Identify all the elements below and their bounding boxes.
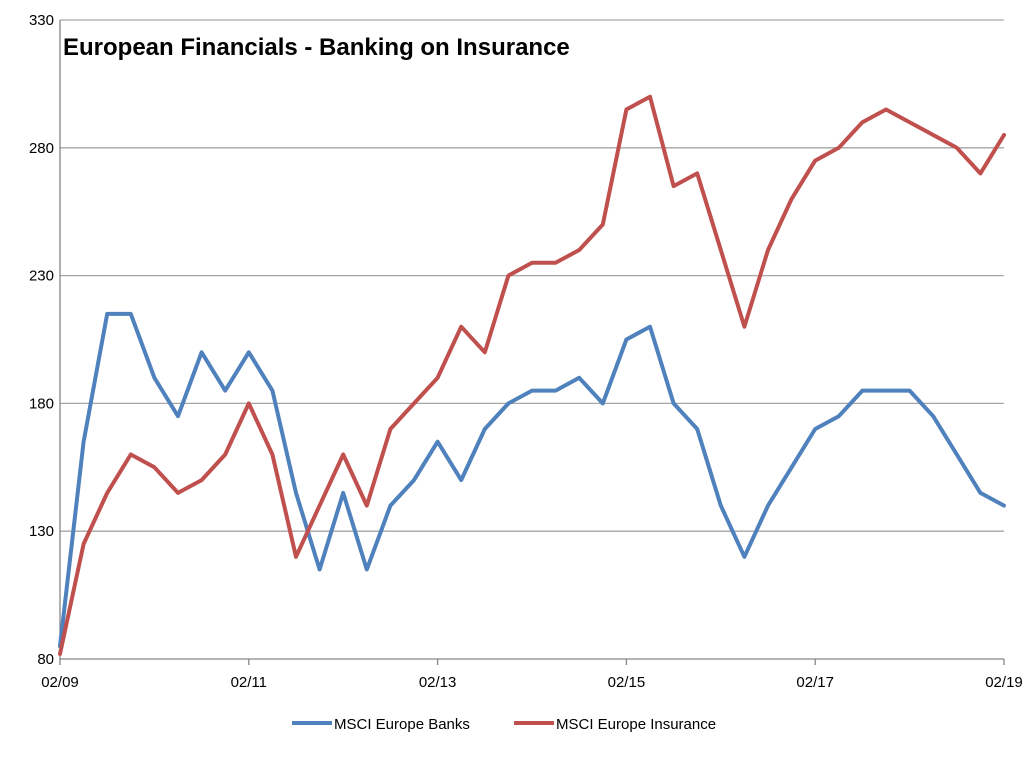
tick-labels: 80 130 180 230 280 330 02/09 02/11 02/13 02/15 02/… xyxy=(29,12,1023,691)
series-lines xyxy=(58,94,1006,656)
legend: MSCI Europe Banks MSCI Europe Insurance xyxy=(292,716,716,733)
y-tick-label: 180 xyxy=(29,395,54,412)
x-tick-label: 02/13 xyxy=(419,674,457,691)
y-tick-label: 230 xyxy=(29,268,54,285)
x-tick-label: 02/11 xyxy=(231,674,267,691)
gridlines xyxy=(60,19,1004,532)
x-tick-label: 02/17 xyxy=(796,674,834,691)
series-line-insurance xyxy=(58,94,1006,656)
y-tick-label: 80 xyxy=(37,651,54,668)
chart-title: European Financials - Banking on Insuran… xyxy=(63,34,570,61)
legend-label-banks: MSCI Europe Banks xyxy=(334,716,470,733)
y-tick-label: 130 xyxy=(29,523,54,540)
series-line-banks xyxy=(58,311,1006,649)
x-tick-label: 02/09 xyxy=(41,674,79,691)
x-tick-label: 02/19 xyxy=(985,674,1023,691)
legend-label-insurance: MSCI Europe Insurance xyxy=(556,716,716,733)
y-tick-label: 330 xyxy=(29,12,54,29)
x-tick-label: 02/15 xyxy=(608,674,646,691)
y-tick-label: 280 xyxy=(29,140,54,157)
axes xyxy=(59,20,1005,665)
